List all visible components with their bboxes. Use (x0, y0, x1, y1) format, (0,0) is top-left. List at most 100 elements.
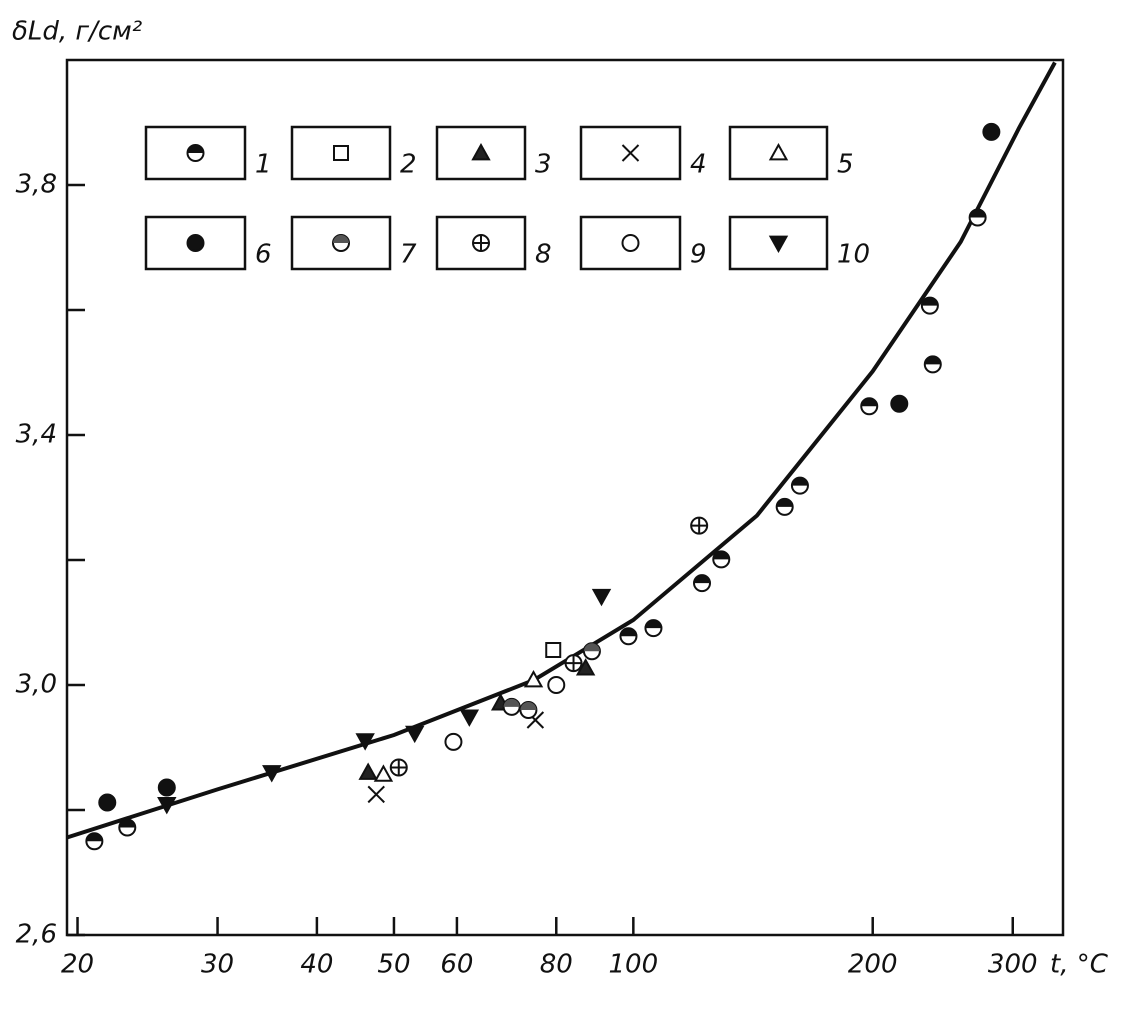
data-point (790, 476, 809, 495)
data-point (355, 733, 375, 751)
x-tick-label: 20 (61, 950, 94, 980)
legend-marker (471, 142, 491, 161)
y-tick-label: 3,8 (16, 170, 57, 200)
marker-shape (262, 765, 282, 783)
marker-shape (565, 655, 582, 672)
marker-shape (713, 551, 730, 560)
legend-label: 4 (690, 150, 707, 180)
legend-marker (621, 234, 640, 252)
marker-shape (98, 793, 117, 812)
y-tick-label: 3,0 (16, 670, 57, 700)
data-point (619, 627, 638, 646)
x-tick-label: 60 (440, 950, 473, 980)
marker-shape (119, 819, 136, 828)
data-point (982, 122, 1001, 141)
data-point (547, 676, 566, 694)
data-point (367, 785, 385, 804)
data-point (523, 669, 544, 688)
marker-shape (358, 762, 378, 780)
x-axis-label: t, °C (1050, 950, 1109, 980)
marker-shape (591, 588, 612, 607)
marker-shape (645, 620, 662, 629)
x-tick-label: 200 (848, 950, 898, 980)
legend-label: 2 (400, 150, 417, 180)
marker-shape (969, 209, 986, 218)
marker-shape (355, 733, 375, 751)
x-tick-label: 80 (540, 950, 573, 980)
data-point (519, 701, 538, 719)
legend-marker (621, 144, 640, 162)
marker-shape (157, 778, 176, 797)
data-point (118, 818, 137, 837)
data-point (860, 397, 879, 416)
marker-shape (621, 234, 640, 252)
marker-shape (471, 142, 491, 161)
data-point (389, 758, 408, 777)
data-point (920, 296, 939, 315)
legend-marker (472, 234, 490, 252)
marker-shape (373, 764, 394, 782)
marker-shape (575, 658, 596, 676)
legend-label: 3 (535, 150, 552, 180)
legend-label: 10 (837, 240, 870, 270)
data-point (712, 550, 731, 569)
legend-label: 6 (255, 240, 272, 270)
legend-box (144, 125, 247, 181)
data-point (85, 832, 104, 851)
legend-label: 8 (535, 240, 552, 270)
marker-shape (545, 642, 562, 658)
marker-shape (583, 643, 600, 652)
data-point (373, 764, 394, 782)
marker-shape (444, 732, 463, 751)
x-tick-label: 30 (201, 950, 234, 980)
data-point (262, 765, 282, 783)
data-point (157, 796, 177, 815)
plot-frame (65, 58, 1065, 937)
data-point (405, 725, 425, 744)
data-point (591, 588, 612, 607)
marker-shape (523, 669, 544, 688)
legend-marker (332, 234, 350, 252)
data-point (693, 574, 712, 593)
data-point (564, 654, 583, 673)
data-point (923, 355, 942, 374)
marker-shape (890, 394, 909, 413)
legend-label: 1 (255, 150, 272, 180)
legend-label: 7 (400, 240, 417, 270)
data-point (644, 619, 663, 638)
fit-curve (66, 61, 1057, 840)
legend-marker (768, 235, 789, 254)
data-point (98, 793, 117, 812)
data-point (157, 778, 176, 797)
y-axis-label: δLd, г/см² (12, 17, 142, 47)
legend-label: 9 (690, 240, 707, 270)
marker-shape (694, 575, 711, 584)
data-point (890, 394, 909, 413)
marker-shape (86, 833, 103, 842)
marker-shape (547, 676, 566, 694)
marker-shape (405, 725, 425, 744)
data-point (968, 208, 987, 227)
marker-shape (520, 702, 537, 710)
marker-shape (187, 145, 204, 153)
legend-marker (333, 145, 349, 161)
marker-shape (691, 517, 708, 534)
marker-shape (768, 142, 789, 161)
marker-shape (186, 234, 205, 252)
marker-shape (157, 796, 177, 815)
x-tick-label: 100 (609, 950, 659, 980)
data-point (358, 762, 378, 780)
data-point (775, 497, 794, 516)
legend-marker (186, 144, 205, 162)
legend-marker (768, 142, 789, 161)
marker-shape (924, 356, 941, 365)
marker-shape (333, 235, 349, 243)
x-tick-label: 40 (300, 950, 333, 980)
marker-shape (367, 785, 385, 804)
marker-shape (776, 498, 793, 507)
marker-shape (333, 145, 349, 161)
legend-marker (186, 234, 205, 252)
marker-shape (621, 144, 640, 162)
data-point (575, 658, 596, 676)
